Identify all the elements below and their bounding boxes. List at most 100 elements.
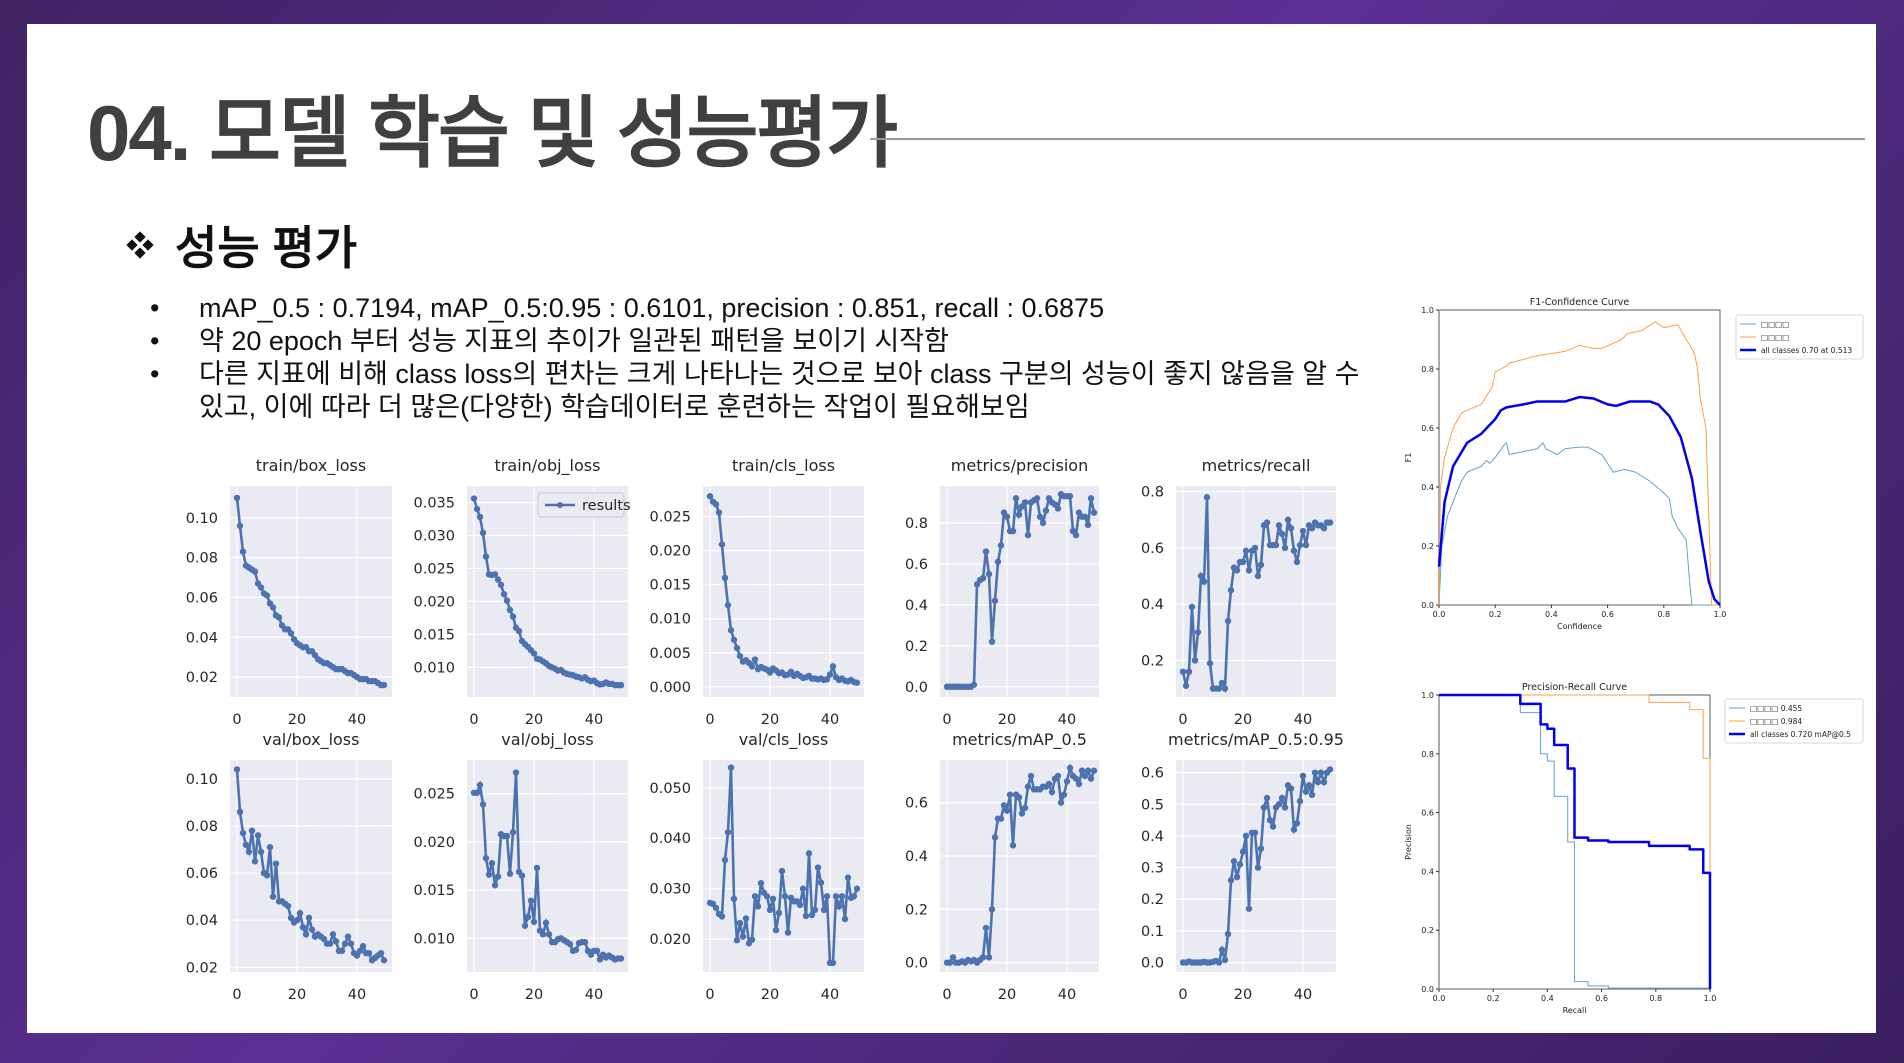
chart-title: train/obj_loss: [495, 456, 601, 476]
svg-text:40: 40: [1294, 987, 1312, 1003]
svg-text:20: 20: [761, 712, 779, 728]
svg-text:0.10: 0.10: [186, 511, 218, 527]
svg-text:0.6: 0.6: [1595, 994, 1608, 1003]
svg-text:0.2: 0.2: [1489, 610, 1502, 619]
svg-text:results: results: [582, 498, 631, 514]
svg-text:0.015: 0.015: [413, 883, 455, 899]
svg-text:all classes 0.720 mAP@0.5: all classes 0.720 mAP@0.5: [1750, 730, 1851, 739]
chart-title: val/box_loss: [263, 730, 360, 750]
results-chart: 0 20 40 0.0 0.1 0.2 0.3 0.4 0.5 0.6metrics/mAP_0.…: [1141, 730, 1344, 1003]
svg-text:0.035: 0.035: [413, 495, 455, 511]
svg-text:0.2: 0.2: [905, 639, 928, 655]
svg-text:0.02: 0.02: [186, 670, 218, 686]
results-chart: 0 20 40 0.02 0.04 0.06 0.08 0.10 train/box_loss: [186, 456, 392, 728]
bullet-marker: •: [150, 293, 160, 323]
page-title: 04. 모델 학습 및 성능평가: [87, 89, 898, 177]
chart-title: val/obj_loss: [501, 730, 593, 750]
svg-text:0.10: 0.10: [186, 772, 218, 788]
svg-text:F1-Confidence Curve: F1-Confidence Curve: [1530, 297, 1630, 308]
svg-text:0: 0: [705, 987, 714, 1003]
svg-text:0.06: 0.06: [186, 590, 218, 606]
svg-text:0.000: 0.000: [649, 680, 691, 696]
svg-text:□□□□ 0.984: □□□□ 0.984: [1750, 717, 1802, 726]
svg-text:0: 0: [469, 987, 478, 1003]
svg-text:0.010: 0.010: [649, 612, 691, 628]
svg-text:0.6: 0.6: [1141, 766, 1164, 782]
svg-text:0.025: 0.025: [649, 510, 691, 526]
svg-text:0.2: 0.2: [1421, 542, 1434, 551]
svg-text:Precision-Recall Curve: Precision-Recall Curve: [1522, 682, 1627, 693]
bullet-marker: •: [150, 359, 160, 389]
svg-text:0: 0: [1178, 712, 1187, 728]
svg-text:0.040: 0.040: [649, 831, 691, 847]
svg-text:40: 40: [585, 987, 603, 1003]
svg-text:0.8: 0.8: [905, 516, 928, 532]
svg-text:0.010: 0.010: [413, 660, 455, 676]
bullet-item: • mAP_0.5 : 0.7194, mAP_0.5:0.95 : 0.6101…: [147, 292, 1359, 325]
svg-text:0: 0: [942, 987, 951, 1003]
svg-text:0.020: 0.020: [413, 835, 455, 851]
title-divider: [870, 138, 1865, 140]
results-chart: 0 20 40 0.010 0.015 0.020 0.025 0.030 0.035 train…: [413, 456, 630, 728]
svg-text:0.04: 0.04: [186, 630, 218, 646]
svg-text:0.3: 0.3: [1141, 861, 1164, 877]
svg-text:0.0: 0.0: [1141, 956, 1164, 972]
chart-title: metrics/mAP_0.5:0.95: [1168, 730, 1344, 750]
svg-text:0.0: 0.0: [1421, 601, 1434, 610]
svg-text:0.1: 0.1: [1141, 924, 1164, 940]
svg-text:0.0: 0.0: [1421, 985, 1434, 994]
svg-text:20: 20: [288, 712, 306, 728]
chart-title: train/cls_loss: [732, 456, 835, 476]
svg-text:0.02: 0.02: [186, 960, 218, 976]
results-chart: 0 20 40 0.010 0.015 0.020 0.025 val/obj_loss: [413, 730, 628, 1003]
svg-text:0: 0: [1178, 987, 1187, 1003]
svg-text:0.020: 0.020: [649, 932, 691, 948]
svg-text:0.030: 0.030: [649, 882, 691, 898]
svg-text:0.4: 0.4: [1421, 483, 1434, 492]
svg-text:1.0: 1.0: [1704, 994, 1717, 1003]
svg-text:0.025: 0.025: [413, 561, 455, 577]
svg-text:1.0: 1.0: [1714, 610, 1727, 619]
svg-text:F1: F1: [1404, 453, 1413, 463]
chart-title: train/box_loss: [256, 456, 366, 476]
svg-text:40: 40: [585, 712, 603, 728]
svg-text:0.6: 0.6: [1421, 424, 1434, 433]
svg-text:0.8: 0.8: [1421, 750, 1434, 759]
svg-text:1.0: 1.0: [1421, 691, 1434, 700]
svg-text:20: 20: [1234, 987, 1252, 1003]
bullet-marker: •: [150, 326, 160, 356]
svg-text:0.2: 0.2: [1421, 926, 1434, 935]
svg-text:20: 20: [525, 987, 543, 1003]
svg-text:all classes 0.70 at 0.513: all classes 0.70 at 0.513: [1761, 346, 1852, 355]
svg-text:0: 0: [232, 712, 241, 728]
svg-text:0.2: 0.2: [905, 902, 928, 918]
svg-text:□□□□: □□□□: [1761, 333, 1789, 342]
svg-text:0.020: 0.020: [649, 544, 691, 560]
svg-text:0.0: 0.0: [1433, 610, 1446, 619]
svg-text:0.015: 0.015: [413, 627, 455, 643]
results-chart: 0 20 40 0.000 0.005 0.010 0.015 0.020 0.025 train…: [649, 456, 864, 728]
svg-text:0.8: 0.8: [1141, 485, 1164, 501]
bullet-item: • 약 20 epoch 부터 성능 지표의 추이가 일관된 패턴을 보이기 시작…: [147, 325, 1359, 358]
svg-text:0.4: 0.4: [1141, 597, 1164, 613]
svg-text:40: 40: [1058, 712, 1076, 728]
svg-text:Precision: Precision: [1404, 824, 1413, 860]
svg-text:20: 20: [998, 712, 1016, 728]
svg-text:0.08: 0.08: [186, 819, 218, 835]
svg-text:0.0: 0.0: [905, 680, 928, 696]
svg-text:0.5: 0.5: [1141, 797, 1164, 813]
svg-text:0.8: 0.8: [1421, 365, 1434, 374]
chart-title: metrics/recall: [1202, 456, 1311, 475]
svg-text:20: 20: [998, 987, 1016, 1003]
chart-title: val/cls_loss: [739, 730, 829, 750]
bullet-list: • mAP_0.5 : 0.7194, mAP_0.5:0.95 : 0.6101…: [147, 292, 1359, 424]
results-chart: 0 20 40 0.020 0.030 0.040 0.050 val/cls_loss: [649, 730, 864, 1003]
results-chart: 0 20 40 0.02 0.04 0.06 0.08 0.10 val/box_loss: [186, 730, 392, 1003]
curve-chart: 0.0 0.2 0.4 0.6 0.8 1.0 0.0 0.2 0.4 0.6 0.8 1.0 F1-C…: [1404, 297, 1864, 631]
svg-text:0.08: 0.08: [186, 551, 218, 567]
bullet-text: 다른 지표에 비해 class loss의 편차는 크게 나타나는 것으로 보아…: [199, 359, 1360, 389]
results-chart: 0 20 40 0.0 0.2 0.4 0.6 metrics/mAP_0.5: [905, 730, 1099, 1003]
svg-text:0.020: 0.020: [413, 594, 455, 610]
svg-text:40: 40: [821, 987, 839, 1003]
